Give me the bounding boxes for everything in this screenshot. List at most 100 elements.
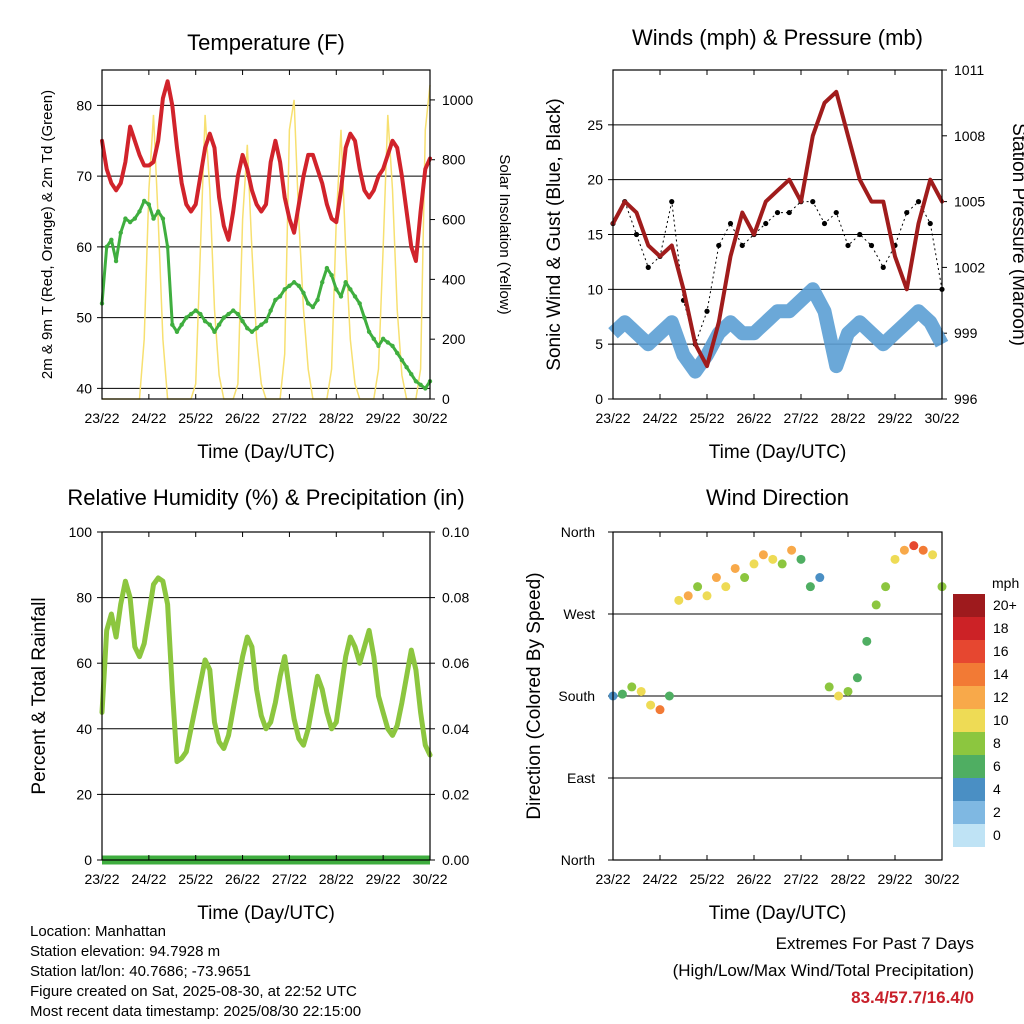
dewpoint-line-point <box>291 280 297 285</box>
y-tick-label: 70 <box>76 168 92 184</box>
y-axis-label: Sonic Wind & Gust (Blue, Black) <box>544 98 565 370</box>
dewpoint-line-point <box>113 258 119 264</box>
x-tick-label: 27/22 <box>783 410 818 426</box>
direction-point <box>693 582 703 592</box>
direction-point <box>674 595 684 605</box>
wind-direction-panel: North East South West North Wind Direction Tim… <box>524 485 960 924</box>
y-tick-label: North <box>561 524 595 540</box>
y-tick-label: 20 <box>587 172 603 188</box>
gust-point <box>868 242 875 249</box>
x-tick-label: 26/22 <box>225 410 260 426</box>
dewpoint-line-point <box>212 329 217 334</box>
extremes-title: Extremes For Past 7 Days <box>775 934 974 953</box>
x-tick-label: 29/22 <box>366 410 401 426</box>
direction-point <box>787 545 797 555</box>
gust-point <box>927 220 933 227</box>
y-tick-label: 80 <box>76 590 92 606</box>
dewpoint-line-point <box>390 343 395 349</box>
dewpoint-line-point <box>305 301 311 306</box>
dewpoint-line-point <box>371 336 376 342</box>
y-tick-label: 50 <box>76 310 92 326</box>
direction-point <box>702 591 712 601</box>
direction-point <box>740 573 750 583</box>
y-tick-label: 60 <box>76 239 92 255</box>
direction-point <box>881 582 891 592</box>
dewpoint-line-point <box>343 280 348 285</box>
x-tick-label: 24/22 <box>131 410 166 426</box>
dewpoint-line-point <box>123 216 128 221</box>
y-tick-label: 40 <box>76 380 92 396</box>
direction-point <box>805 582 815 592</box>
legend-swatch <box>953 709 985 732</box>
y-tick-label: West <box>563 606 595 622</box>
dewpoint-line-point <box>366 329 372 334</box>
dewpoint-line-point <box>287 283 292 288</box>
dewpoint-line-point <box>160 216 166 221</box>
direction-point <box>711 573 721 583</box>
dewpoint-line-point <box>141 198 147 204</box>
direction-point <box>768 554 778 564</box>
legend-label: 8 <box>993 735 1001 751</box>
x-tick-label: 23/22 <box>595 410 630 426</box>
legend-swatch <box>953 686 985 709</box>
direction-point <box>627 682 637 692</box>
humidity-precip-panel: 0 20 40 60 80 100 0.00 0.02 0.04 0.06 0.08 0.10 Rela… <box>29 485 469 924</box>
extremes-subtitle: (High/Low/Max Wind/Total Precipitation) <box>672 961 974 980</box>
y-axis-label: 2m & 9m T (Red, Orange) & 2m Td (Green) <box>39 90 56 379</box>
dewpoint-line-point <box>137 209 142 214</box>
sonic-wind-line <box>608 282 949 379</box>
dewpoint-line-point <box>118 230 123 235</box>
legend-label: 18 <box>993 620 1009 636</box>
dewpoint-line-point <box>198 311 203 317</box>
dewpoint-line-point <box>132 216 137 221</box>
y-right-tick-label: 0.02 <box>442 786 469 802</box>
y-tick-label: 25 <box>587 117 603 133</box>
y-tick-label: North <box>561 852 595 868</box>
dewpoint-line-point <box>254 326 259 331</box>
gust-point <box>880 264 886 270</box>
dewpoint-line-point <box>282 287 287 292</box>
y-right-tick-label: 600 <box>442 212 466 228</box>
y-right-tick-label: 1000 <box>442 92 473 108</box>
y-tick-label: 15 <box>587 227 603 243</box>
legend-label: 4 <box>993 781 1001 797</box>
dewpoint-line-point <box>216 322 222 327</box>
y-tick-label: 10 <box>587 281 603 297</box>
dewpoint-line-point <box>193 308 198 313</box>
legend-swatch <box>953 778 985 801</box>
legend-swatch <box>953 663 985 686</box>
dewpoint-line-point <box>376 343 381 349</box>
dewpoint-line-point <box>226 311 231 317</box>
pressure-line <box>611 89 944 369</box>
x-tick-label: 28/22 <box>319 410 354 426</box>
direction-point <box>928 550 938 560</box>
dewpoint-line-point <box>409 372 414 377</box>
gust-point <box>633 231 640 238</box>
y-tick-label: East <box>567 770 595 786</box>
direction-point <box>871 600 881 610</box>
y-right-tick-label: 999 <box>954 325 978 341</box>
dewpoint-line-point <box>352 294 358 299</box>
x-tick-label: 30/22 <box>412 871 447 887</box>
dewpoint-line-point <box>235 311 241 317</box>
dewpoint-line-point <box>268 308 273 313</box>
gust-point <box>915 199 922 205</box>
gust-point <box>833 209 839 216</box>
x-axis-label: Time (Day/UTC) <box>709 442 847 463</box>
dewpoint-line-point <box>249 329 255 334</box>
winds-pressure-panel: 0 5 10 15 20 25 996 999 1002 1005 1008 1011 Winds (m… <box>544 25 1024 463</box>
dewpoint-line-point <box>179 322 184 327</box>
direction-point <box>918 545 928 555</box>
dewpoint-line-point <box>324 265 330 271</box>
dewpoint-line-point <box>404 364 409 370</box>
y-right-tick-label: 0.08 <box>442 590 469 606</box>
chart-title: Temperature (F) <box>187 30 345 55</box>
dewpoint-line-point <box>310 304 316 310</box>
x-tick-label: 24/22 <box>642 871 677 887</box>
x-tick-label: 25/22 <box>689 410 724 426</box>
dewpoint-line-point <box>207 322 212 327</box>
y-axis-right-label: Solar Insolation (Yellow) <box>496 154 513 314</box>
x-tick-label: 23/22 <box>84 410 119 426</box>
dewpoint-line-point <box>170 322 175 327</box>
